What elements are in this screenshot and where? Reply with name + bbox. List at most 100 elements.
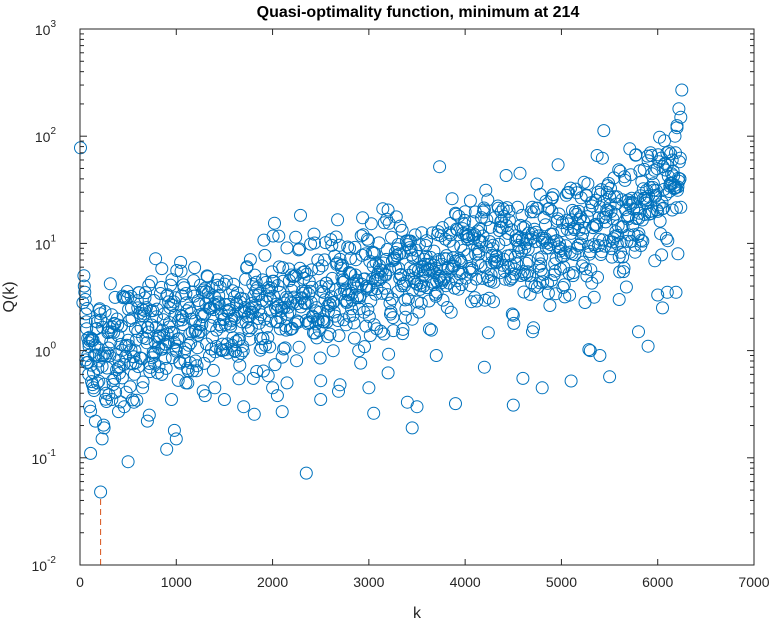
data-point bbox=[571, 238, 585, 252]
data-point bbox=[189, 354, 202, 368]
data-point bbox=[513, 166, 527, 180]
data-point bbox=[264, 314, 278, 328]
data-point bbox=[659, 231, 673, 245]
data-point bbox=[92, 354, 106, 368]
data-point bbox=[332, 329, 346, 343]
data-point bbox=[464, 279, 478, 293]
data-point bbox=[372, 236, 386, 250]
data-point bbox=[207, 297, 221, 311]
data-point bbox=[380, 212, 394, 226]
data-point bbox=[356, 211, 370, 225]
data-point bbox=[186, 364, 200, 378]
data-point bbox=[386, 324, 400, 338]
data-point bbox=[400, 395, 414, 409]
data-point bbox=[304, 295, 318, 309]
data-point bbox=[443, 226, 457, 240]
data-point bbox=[386, 311, 400, 325]
data-point bbox=[563, 288, 577, 302]
data-point bbox=[236, 339, 250, 353]
data-point bbox=[564, 374, 578, 388]
data-point bbox=[192, 325, 206, 339]
data-point bbox=[368, 274, 382, 288]
data-point bbox=[162, 295, 176, 309]
data-point bbox=[674, 200, 688, 214]
data-point bbox=[333, 238, 346, 252]
data-point bbox=[315, 259, 329, 273]
data-point bbox=[463, 194, 477, 208]
data-point bbox=[541, 286, 555, 300]
data-point bbox=[584, 263, 598, 277]
data-point bbox=[636, 234, 650, 248]
data-point bbox=[375, 264, 389, 278]
plot-area-frame bbox=[79, 28, 755, 566]
data-point bbox=[85, 331, 99, 345]
data-point bbox=[115, 371, 129, 385]
data-point bbox=[285, 322, 299, 336]
data-point bbox=[580, 269, 594, 283]
data-point bbox=[541, 276, 554, 290]
data-point bbox=[377, 327, 391, 341]
data-point bbox=[88, 414, 102, 428]
data-point bbox=[283, 305, 297, 319]
data-point bbox=[142, 278, 156, 292]
x-tick-label: 5000 bbox=[546, 574, 577, 590]
data-point bbox=[413, 282, 427, 296]
data-point bbox=[506, 308, 520, 322]
data-point bbox=[466, 215, 480, 229]
data-point bbox=[499, 169, 513, 182]
data-point bbox=[102, 325, 116, 339]
data-point bbox=[367, 406, 381, 420]
data-point bbox=[530, 177, 544, 191]
data-point bbox=[212, 289, 226, 302]
data-point bbox=[98, 305, 112, 318]
data-point bbox=[142, 408, 156, 422]
data-point bbox=[425, 262, 439, 276]
data-point bbox=[617, 261, 631, 275]
x-axis-label: k bbox=[413, 605, 422, 622]
data-point bbox=[507, 316, 521, 330]
data-point bbox=[619, 280, 633, 294]
data-point bbox=[470, 294, 484, 308]
data-point bbox=[266, 229, 280, 243]
x-tick-label: 4000 bbox=[450, 574, 481, 590]
data-point bbox=[155, 262, 169, 276]
data-point bbox=[362, 310, 376, 324]
data-point bbox=[581, 239, 595, 253]
data-point bbox=[256, 364, 270, 378]
data-point bbox=[103, 277, 117, 291]
data-point bbox=[442, 234, 456, 248]
data-point bbox=[385, 254, 399, 268]
data-point bbox=[595, 151, 609, 165]
data-point bbox=[158, 351, 172, 365]
data-point bbox=[323, 327, 337, 341]
data-point bbox=[403, 241, 417, 255]
data-point bbox=[671, 247, 685, 261]
data-point bbox=[172, 332, 186, 346]
data-point bbox=[632, 325, 645, 339]
data-point bbox=[227, 344, 241, 358]
data-point bbox=[523, 269, 537, 283]
data-point bbox=[603, 370, 617, 384]
data-point bbox=[108, 371, 122, 385]
data-point bbox=[347, 331, 361, 345]
data-point bbox=[277, 342, 291, 356]
data-point bbox=[243, 253, 257, 267]
data-point bbox=[190, 359, 204, 373]
x-tick-label: 3000 bbox=[353, 574, 384, 590]
data-point bbox=[396, 327, 410, 341]
data-point bbox=[208, 381, 222, 395]
data-point bbox=[150, 310, 163, 324]
data-point bbox=[253, 287, 267, 301]
data-point bbox=[251, 312, 265, 325]
data-point bbox=[389, 210, 403, 224]
data-point bbox=[229, 335, 243, 349]
data-point bbox=[289, 230, 303, 244]
data-point bbox=[381, 366, 395, 380]
data-point bbox=[299, 466, 313, 480]
data-point bbox=[370, 322, 384, 336]
data-point bbox=[292, 340, 306, 354]
data-point bbox=[472, 244, 486, 258]
data-point bbox=[672, 102, 686, 116]
data-point bbox=[377, 216, 391, 230]
data-point bbox=[655, 195, 669, 209]
